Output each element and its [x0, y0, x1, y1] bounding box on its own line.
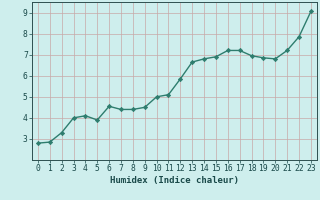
X-axis label: Humidex (Indice chaleur): Humidex (Indice chaleur) — [110, 176, 239, 185]
